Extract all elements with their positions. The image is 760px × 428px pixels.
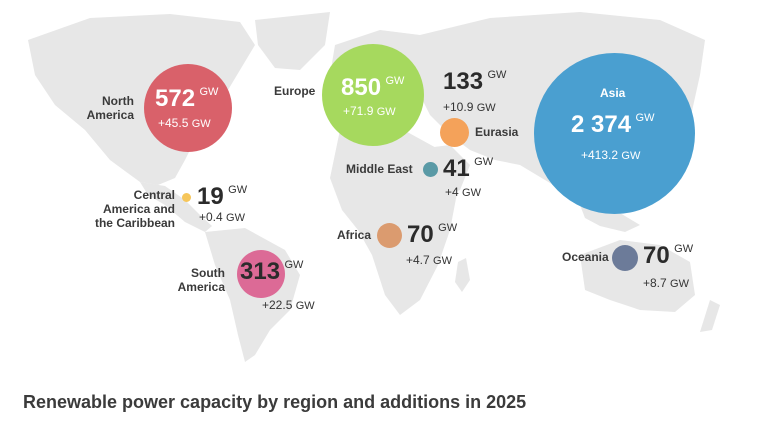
europe-addition-unit: GW bbox=[376, 106, 396, 118]
asia-value-group: 2 374 GW bbox=[571, 112, 654, 138]
middle-east-addition-unit: GW bbox=[462, 187, 481, 199]
africa-addition-group: +4.7 GW bbox=[406, 253, 452, 267]
eurasia-unit: GW bbox=[487, 69, 507, 81]
central-america-addition-group: +0.4 GW bbox=[199, 210, 245, 224]
north-america-addition: +45.5 bbox=[158, 116, 189, 130]
south-america-unit: GW bbox=[284, 259, 304, 271]
north-america-addition-group: +45.5 GW bbox=[158, 116, 211, 130]
south-america-bubble bbox=[237, 250, 285, 298]
north-america-unit: GW bbox=[199, 86, 219, 98]
central-america-name-line3: the Caribbean bbox=[94, 216, 175, 230]
europe-value-group: 850 GW bbox=[341, 75, 404, 101]
asia-bubble bbox=[534, 53, 695, 214]
north-america-name-line2: America bbox=[86, 108, 134, 122]
asia-value: 2 374 bbox=[571, 111, 632, 138]
north-america-bubble bbox=[144, 64, 232, 152]
north-america-value: 572 bbox=[155, 85, 196, 112]
central-america-value-group: 19 GW bbox=[197, 184, 247, 210]
eurasia-addition-group: +10.9 GW bbox=[443, 100, 496, 114]
eurasia-addition: +10.9 bbox=[443, 100, 474, 114]
oceania-addition-unit: GW bbox=[670, 278, 689, 290]
central-america-value: 19 bbox=[197, 183, 224, 210]
eurasia-value-group: 133 GW bbox=[443, 69, 506, 95]
central-america-label: Central America and the Caribbean bbox=[60, 188, 175, 230]
eurasia-label: Eurasia bbox=[475, 125, 519, 139]
europe-addition-group: +71.9 GW bbox=[343, 104, 396, 118]
north-america-name-line1: North bbox=[102, 94, 134, 108]
asia-addition: +413.2 bbox=[581, 148, 619, 162]
central-america-bubble bbox=[182, 193, 191, 202]
south-america-addition: +22.5 bbox=[262, 298, 293, 312]
asia-label: Asia bbox=[600, 86, 626, 100]
middle-east-unit: GW bbox=[474, 156, 494, 168]
oceania-unit: GW bbox=[674, 243, 694, 255]
oceania-value-group: 70 GW bbox=[643, 243, 693, 269]
middle-east-addition: +4 bbox=[445, 185, 459, 199]
south-america-value-group: 313 GW bbox=[240, 259, 303, 285]
north-america-label: North America bbox=[60, 94, 134, 122]
oceania-addition-group: +8.7 GW bbox=[643, 276, 689, 290]
africa-label: Africa bbox=[337, 228, 372, 242]
central-america-name-line1: Central bbox=[133, 188, 175, 202]
oceania-label: Oceania bbox=[562, 250, 609, 264]
asia-addition-unit: GW bbox=[621, 150, 641, 162]
africa-addition-unit: GW bbox=[433, 255, 452, 267]
africa-value-group: 70 GW bbox=[407, 222, 457, 248]
south-america-name-line2: America bbox=[177, 280, 225, 294]
south-america-label: South America bbox=[150, 266, 225, 294]
oceania-value: 70 bbox=[643, 242, 670, 269]
europe-bubble bbox=[322, 44, 424, 146]
africa-unit: GW bbox=[438, 222, 458, 234]
central-america-unit: GW bbox=[228, 184, 248, 196]
africa-addition: +4.7 bbox=[406, 253, 430, 267]
middle-east-addition-group: +4 GW bbox=[445, 185, 481, 199]
central-america-addition-unit: GW bbox=[226, 212, 245, 224]
europe-addition: +71.9 bbox=[343, 104, 374, 118]
asia-addition-group: +413.2 GW bbox=[581, 148, 640, 162]
south-america-addition-group: +22.5 GW bbox=[262, 298, 315, 312]
europe-value: 850 bbox=[341, 74, 382, 101]
north-america-value-group: 572 GW bbox=[155, 86, 218, 112]
south-america-value: 313 bbox=[240, 258, 281, 285]
middle-east-value-group: 41 GW bbox=[443, 156, 493, 182]
asia-unit: GW bbox=[635, 112, 655, 124]
map-title: Renewable power capacity by region and a… bbox=[23, 392, 527, 412]
africa-value: 70 bbox=[407, 221, 434, 248]
eurasia-value: 133 bbox=[443, 68, 484, 95]
middle-east-value: 41 bbox=[443, 155, 470, 182]
europe-label: Europe bbox=[274, 84, 316, 98]
europe-unit: GW bbox=[385, 75, 405, 87]
eurasia-bubble bbox=[440, 118, 469, 147]
eurasia-addition-unit: GW bbox=[476, 102, 496, 114]
central-america-addition: +0.4 bbox=[199, 210, 223, 224]
oceania-addition: +8.7 bbox=[643, 276, 667, 290]
middle-east-label: Middle East bbox=[346, 162, 413, 176]
oceania-bubble bbox=[612, 245, 638, 271]
south-america-addition-unit: GW bbox=[295, 300, 315, 312]
north-america-addition-unit: GW bbox=[191, 118, 211, 130]
africa-bubble bbox=[377, 223, 402, 248]
middle-east-bubble bbox=[423, 162, 438, 177]
central-america-name-line2: America and bbox=[102, 202, 175, 216]
south-america-name-line1: South bbox=[191, 266, 225, 280]
